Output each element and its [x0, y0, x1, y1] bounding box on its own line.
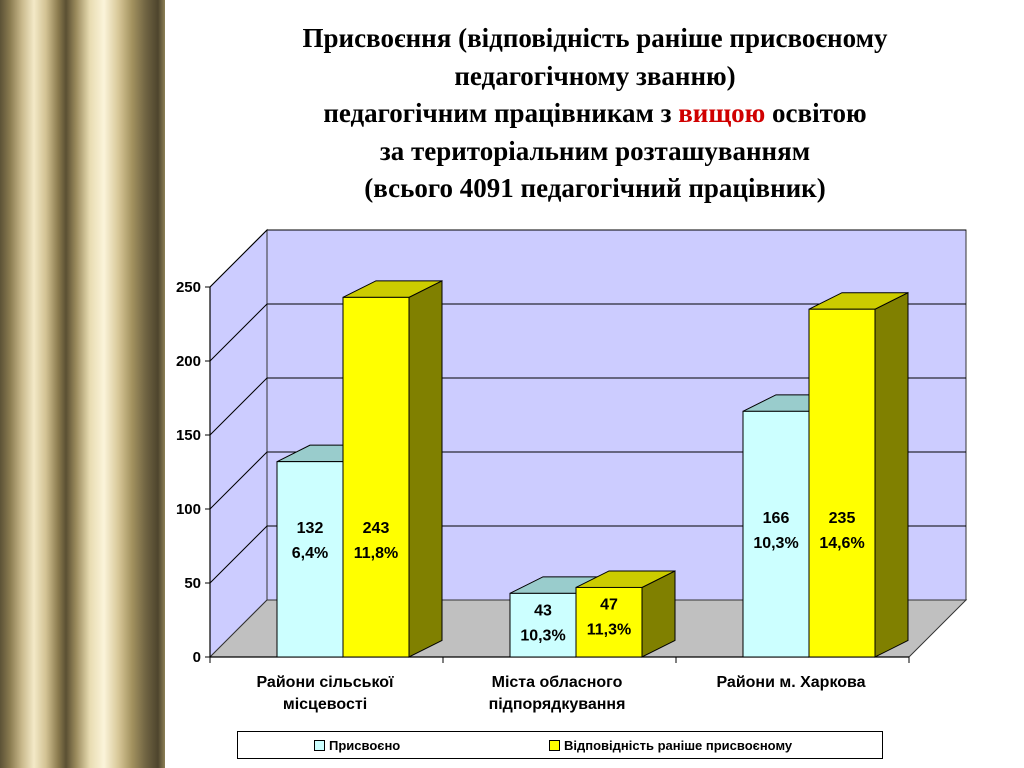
- y-tick-label-200: 200: [176, 353, 201, 370]
- title-line-3-end: освітою: [765, 98, 867, 128]
- bar-s2-c1: [342, 296, 410, 658]
- category-label-1: Райони сільської місцевості: [210, 672, 440, 716]
- category-label-2-line-2: підпорядкування: [488, 696, 626, 713]
- title-highlight-word: вищою: [678, 98, 766, 128]
- slide-title: Присвоєння (відповідність раніше присвоє…: [180, 20, 1010, 208]
- data-label-s1-c1-percent: 6,4%: [292, 545, 328, 562]
- data-label-s2-c1-value: 243: [363, 520, 390, 537]
- y-tick-label-0: 0: [193, 649, 201, 666]
- gridline-200: [209, 303, 966, 362]
- decorative-side-stripe: [0, 0, 165, 768]
- data-label-s1-c3-percent: 10,3%: [753, 535, 798, 552]
- data-label-s2-c2-value: 47: [600, 596, 618, 613]
- legend-swatch-series-1: [314, 740, 325, 751]
- data-label-s1-c1-value: 132: [297, 520, 324, 537]
- title-line-4: за територіальним розташуванням: [379, 135, 811, 166]
- bar-s2-c1-side: [408, 280, 443, 658]
- category-label-1-line-2: місцевості: [282, 696, 368, 713]
- gridline-150: [209, 377, 966, 436]
- y-tick-label-150: 150: [176, 427, 201, 444]
- gridline-250: [209, 229, 966, 288]
- data-label-s2-c2-percent: 11,3%: [587, 621, 631, 638]
- data-label-s1-c3-value: 166: [763, 510, 790, 527]
- gridline-50: [209, 525, 966, 584]
- title-line-3-start: педагогічним працівникам з: [323, 98, 679, 128]
- bar-s1-c2: [509, 592, 577, 658]
- y-tick-label-250: 250: [176, 279, 201, 296]
- bar-s2-c3: [808, 308, 876, 658]
- legend-label-series-2: Відповідність раніше присвоєному: [564, 738, 793, 753]
- title-line-1: Присвоєння (відповідність раніше присвоє…: [302, 23, 888, 53]
- title-line-5: (всього 4091 педагогічний працівник): [364, 173, 826, 203]
- category-label-2: Міста обласного підпорядкування: [442, 672, 672, 716]
- legend-item-series-2: Відповідність раніше присвоєному: [549, 738, 792, 753]
- chart-legend: Присвоєно Відповідність раніше присвоєно…: [237, 731, 883, 759]
- bar-s2-c3-side: [874, 291, 909, 658]
- bar-s2-c2: [575, 586, 643, 658]
- data-label-s1-c2-percent: 10,3%: [520, 627, 565, 644]
- data-label-s2-c3-percent: 14,6%: [819, 535, 864, 552]
- category-label-2-line-1: Міста обласного: [491, 674, 623, 691]
- data-label-s1-c2-value: 43: [534, 602, 552, 619]
- title-line-2: педагогічному званню): [454, 60, 736, 91]
- gridline-100: [209, 451, 966, 510]
- legend-label-series-1: Присвоєно: [329, 738, 401, 753]
- chart-side-wall: [209, 228, 268, 659]
- category-label-3-line-1: Райони м. Харкова: [716, 674, 866, 691]
- legend-swatch-series-2: [549, 740, 560, 751]
- y-tick-label-50: 50: [184, 575, 201, 592]
- bar-s1-c1: [276, 461, 344, 658]
- data-label-s2-c1-percent: 11,8%: [354, 545, 398, 562]
- category-label-1-line-1: Райони сільської: [256, 674, 394, 691]
- category-label-3: Райони м. Харкова: [676, 672, 906, 694]
- legend-item-series-1: Присвоєно: [314, 738, 400, 753]
- data-label-s2-c3-value: 235: [829, 510, 856, 527]
- y-tick-label-100: 100: [176, 501, 201, 518]
- bar-s1-c3: [742, 410, 810, 658]
